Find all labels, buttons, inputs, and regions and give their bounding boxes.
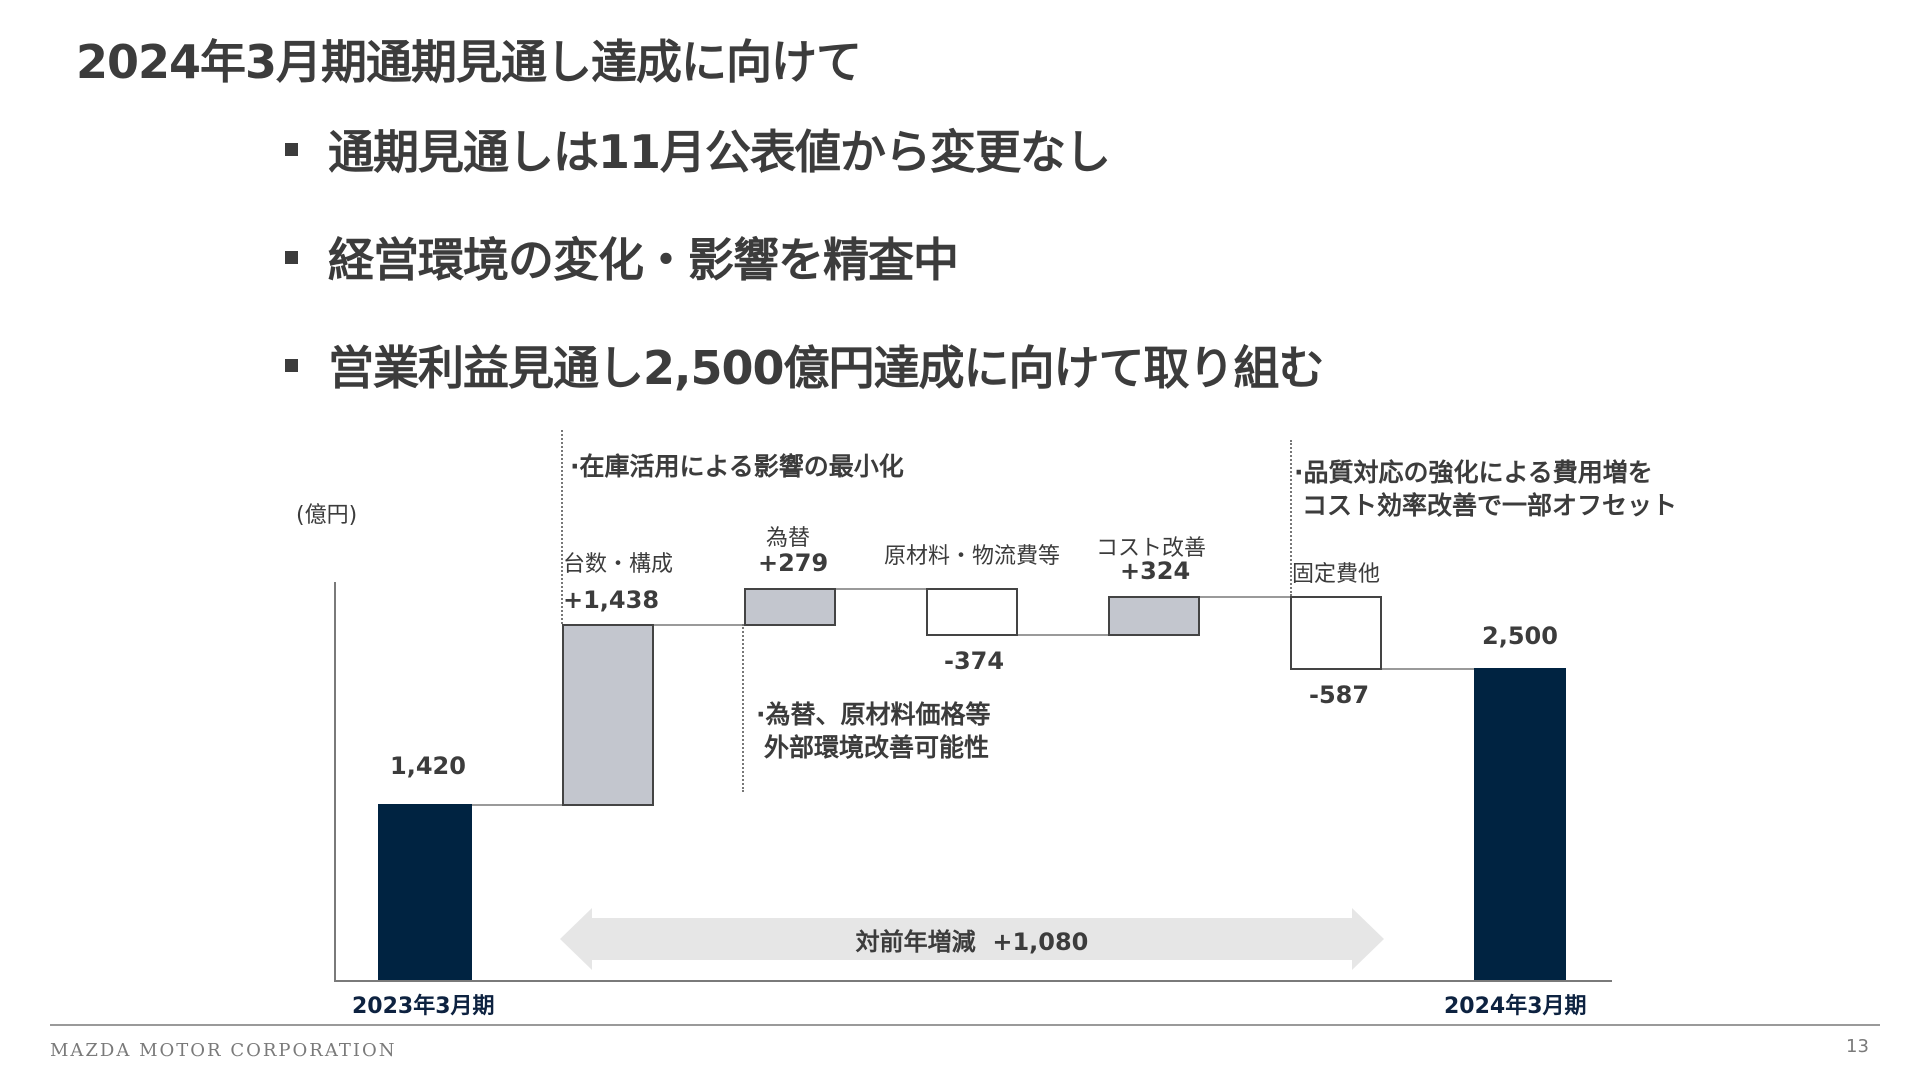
bullet-square-icon — [285, 358, 298, 372]
category-label: 固定費他 — [1292, 562, 1381, 587]
footer-divider — [50, 1024, 1880, 1026]
x-label-fy2023: 2023年3月期 — [352, 994, 495, 1019]
annotation-external-line1: ·為替、原材料価格等 — [756, 700, 991, 729]
value-label: 1,420 — [390, 752, 466, 780]
dotted-divider — [1290, 440, 1292, 596]
value-label: +324 — [1120, 557, 1191, 585]
bullet-square-icon — [285, 142, 298, 156]
connector-line — [1018, 634, 1108, 636]
connector-line — [472, 804, 562, 806]
bar-fy2023 — [378, 804, 472, 980]
bar-fixed-cost-other — [1290, 596, 1382, 670]
bar-materials-logistics — [926, 588, 1018, 636]
bullet-item: 経営環境の変化・影響を精査中 — [285, 224, 959, 290]
company-brand: MAZDA MOTOR CORPORATION — [50, 1040, 397, 1061]
page-number: 13 — [1846, 1036, 1869, 1057]
y-axis-line — [334, 582, 336, 982]
annotation-external-line2: 外部環境改善可能性 — [764, 733, 990, 762]
slide-title: 2024年3月期通期見通し達成に向けて — [76, 35, 862, 89]
annotation-quality-line1: ·品質対応の強化による費用増を — [1294, 458, 1653, 487]
bullet-item: 通期見通しは11月公表値から変更なし — [285, 116, 1111, 182]
category-label: 原材料・物流費等 — [884, 544, 1061, 569]
value-label: 2,500 — [1482, 622, 1558, 650]
double-arrow-icon — [560, 908, 1384, 970]
connector-line — [1200, 596, 1290, 598]
connector-line — [654, 624, 744, 626]
bar-volume-mix — [562, 624, 654, 806]
bullet-square-icon — [285, 250, 298, 264]
value-label: +1,438 — [563, 586, 660, 614]
bullet-item: 営業利益見通し2,500億円達成に向けて取り組む — [285, 332, 1325, 398]
x-label-fy2024: 2024年3月期 — [1444, 994, 1587, 1019]
dotted-divider — [742, 624, 744, 792]
annotation-quality-line2: コスト効率改善で一部オフセット — [1302, 491, 1678, 520]
value-label: -374 — [944, 647, 1005, 675]
bullet-text: 営業利益見通し2,500億円達成に向けて取り組む — [328, 341, 1325, 395]
unit-label: (億円) — [296, 503, 358, 528]
dotted-divider — [561, 430, 563, 624]
bullet-text: 経営環境の変化・影響を精査中 — [328, 233, 959, 287]
bar-fx — [744, 588, 836, 626]
bar-fy2024 — [1474, 668, 1566, 980]
connector-line — [836, 588, 926, 590]
category-label: 台数・構成 — [563, 552, 674, 577]
delta-label: 対前年増減 +1,080 — [855, 928, 1089, 956]
connector-line — [1382, 668, 1474, 670]
annotation-inventory: ·在庫活用による影響の最小化 — [570, 452, 904, 481]
bar-cost-improvement — [1108, 596, 1200, 636]
category-label: 為替 — [766, 526, 811, 551]
bullet-text: 通期見通しは11月公表値から変更なし — [328, 125, 1111, 179]
x-axis-line — [334, 980, 1612, 982]
category-label: コスト改善 — [1096, 536, 1207, 561]
value-label: +279 — [758, 549, 829, 577]
value-label: -587 — [1309, 681, 1370, 709]
